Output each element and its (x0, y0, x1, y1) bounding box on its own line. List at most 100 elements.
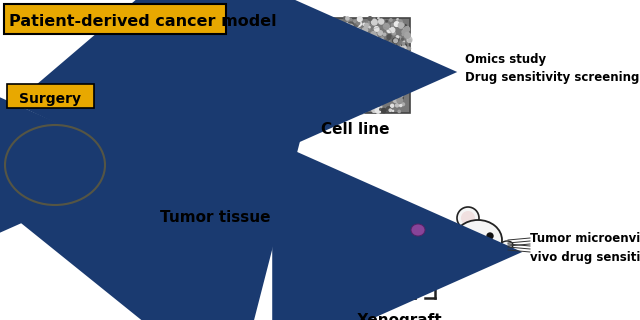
Circle shape (317, 29, 320, 33)
Circle shape (360, 37, 364, 41)
Circle shape (332, 109, 335, 113)
Circle shape (380, 59, 383, 62)
Circle shape (308, 59, 314, 65)
Ellipse shape (501, 241, 513, 249)
Circle shape (367, 96, 372, 101)
Circle shape (337, 88, 341, 92)
Circle shape (337, 62, 339, 64)
Circle shape (303, 33, 307, 36)
Circle shape (321, 32, 324, 35)
Circle shape (304, 82, 306, 84)
Circle shape (376, 28, 379, 31)
Circle shape (345, 111, 347, 113)
Circle shape (308, 77, 312, 82)
Circle shape (383, 70, 385, 72)
Circle shape (310, 34, 314, 38)
Text: Omics study
Drug sensitivity screening: Omics study Drug sensitivity screening (465, 52, 639, 84)
Circle shape (357, 81, 362, 87)
Circle shape (298, 61, 303, 67)
Circle shape (302, 26, 304, 28)
Circle shape (377, 97, 379, 99)
Circle shape (380, 106, 382, 108)
Circle shape (397, 97, 403, 103)
Circle shape (334, 70, 338, 74)
Ellipse shape (395, 217, 435, 249)
Circle shape (316, 94, 321, 100)
Circle shape (307, 30, 310, 33)
Circle shape (369, 97, 374, 102)
Circle shape (408, 47, 410, 50)
Circle shape (306, 42, 312, 48)
Circle shape (211, 165, 225, 179)
Circle shape (303, 80, 307, 84)
Circle shape (321, 109, 323, 110)
Circle shape (335, 107, 339, 111)
Circle shape (389, 109, 392, 111)
Circle shape (321, 78, 325, 83)
Circle shape (372, 72, 376, 76)
Circle shape (374, 59, 380, 64)
Circle shape (396, 36, 399, 38)
Circle shape (403, 63, 405, 66)
Circle shape (402, 34, 404, 35)
Circle shape (357, 30, 362, 34)
Circle shape (353, 43, 359, 49)
Circle shape (367, 97, 369, 100)
Circle shape (341, 81, 342, 82)
Circle shape (333, 82, 337, 86)
Circle shape (349, 75, 351, 77)
Circle shape (381, 61, 385, 65)
Circle shape (318, 107, 321, 109)
Circle shape (338, 88, 342, 92)
Circle shape (337, 36, 339, 37)
Circle shape (333, 69, 335, 71)
Circle shape (323, 86, 328, 92)
Circle shape (299, 49, 301, 52)
Circle shape (399, 94, 403, 98)
Circle shape (361, 64, 363, 66)
Circle shape (305, 98, 309, 101)
Circle shape (375, 44, 378, 47)
Circle shape (312, 61, 317, 67)
Circle shape (311, 109, 314, 112)
Circle shape (332, 77, 334, 79)
Circle shape (402, 43, 404, 45)
Circle shape (378, 85, 380, 87)
Circle shape (400, 75, 403, 78)
Circle shape (400, 69, 403, 71)
Ellipse shape (411, 224, 425, 236)
Circle shape (369, 19, 374, 24)
Circle shape (363, 37, 367, 42)
Circle shape (398, 36, 401, 39)
Circle shape (311, 49, 313, 51)
Circle shape (358, 92, 364, 98)
Circle shape (406, 80, 409, 83)
Circle shape (403, 68, 405, 71)
Circle shape (356, 53, 357, 55)
Circle shape (308, 103, 312, 107)
Circle shape (307, 37, 308, 38)
Circle shape (399, 89, 402, 91)
Circle shape (388, 57, 392, 60)
Circle shape (309, 111, 312, 114)
Circle shape (322, 57, 324, 59)
Circle shape (398, 110, 401, 113)
Circle shape (361, 99, 364, 102)
Circle shape (371, 90, 376, 95)
Circle shape (339, 98, 345, 103)
Circle shape (353, 96, 354, 97)
Circle shape (383, 24, 389, 29)
Circle shape (388, 48, 393, 53)
Ellipse shape (163, 113, 268, 207)
Circle shape (317, 76, 322, 81)
Circle shape (388, 50, 393, 54)
Circle shape (372, 90, 376, 94)
Circle shape (301, 63, 305, 67)
Circle shape (388, 60, 393, 65)
Circle shape (308, 87, 310, 90)
Ellipse shape (69, 134, 81, 147)
Circle shape (340, 90, 346, 95)
Circle shape (191, 153, 209, 171)
Circle shape (331, 70, 337, 76)
Circle shape (394, 30, 396, 31)
